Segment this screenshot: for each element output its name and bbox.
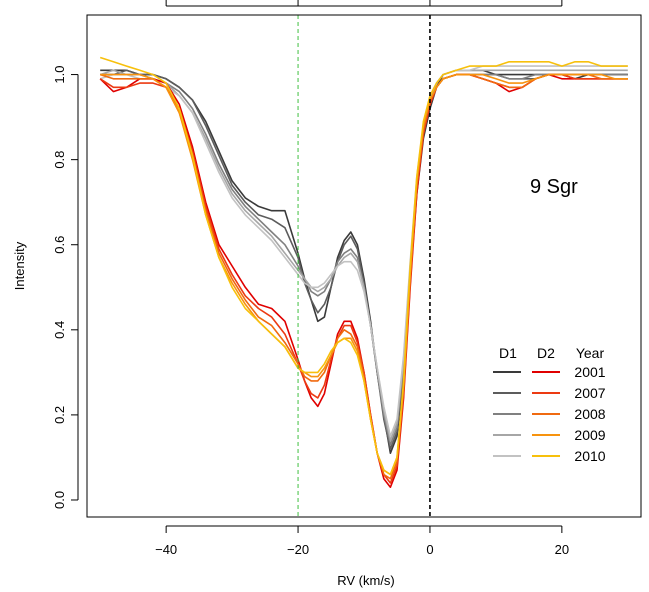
legend-year-label: 2007 <box>574 385 605 401</box>
y-tick-label: 1.0 <box>52 66 67 84</box>
plot-frame <box>86 14 642 518</box>
y-tick-label: 0.4 <box>52 321 67 339</box>
y-axis: 0.0 0.2 0.4 0.6 0.8 1.0 <box>52 66 79 509</box>
legend-year-label: 2008 <box>574 406 605 422</box>
x-tick-label: 0 <box>426 542 433 557</box>
legend-header-year: Year <box>576 345 605 361</box>
y-tick-label: 0.0 <box>52 491 67 509</box>
legend-year-label: 2010 <box>574 448 605 464</box>
legend-header-d2: D2 <box>537 345 555 361</box>
legend-year-label: 2001 <box>574 364 605 380</box>
x-axis: −40 −20 0 20 <box>155 525 569 557</box>
legend-header-d1: D1 <box>499 345 517 361</box>
x-tick-label: −20 <box>287 542 309 557</box>
series-layer <box>99 56 628 489</box>
legend: D1 D2 Year 2001 2007 2008 2009 2010 <box>493 345 606 464</box>
series-line-d1-2010 <box>99 65 628 438</box>
top-axis-ticks <box>165 0 563 7</box>
x-tick-label: −40 <box>155 542 177 557</box>
y-tick-label: 0.2 <box>52 406 67 424</box>
x-axis-title: RV (km/s) <box>337 573 395 588</box>
x-tick-label: 20 <box>555 542 569 557</box>
y-tick-label: 0.6 <box>52 236 67 254</box>
y-tick-label: 0.8 <box>52 151 67 169</box>
legend-year-label: 2009 <box>574 427 605 443</box>
star-name-annotation: 9 Sgr <box>530 176 578 198</box>
series-line-d2-2010 <box>99 56 628 476</box>
y-axis-title: Intensity <box>12 241 27 290</box>
